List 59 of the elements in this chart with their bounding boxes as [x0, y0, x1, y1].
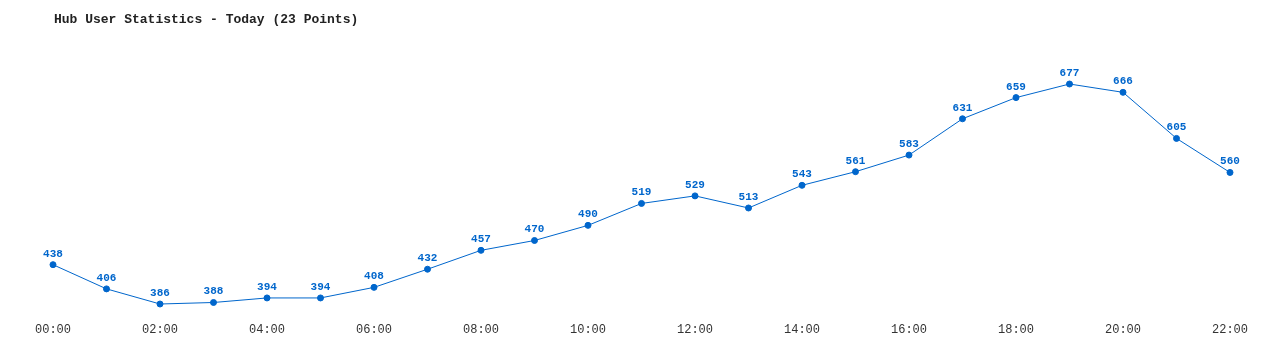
point: [1173, 134, 1180, 142]
data-label: 513: [738, 190, 759, 203]
point: [103, 285, 110, 293]
data-label: 659: [1006, 80, 1026, 93]
data-label: 386: [150, 287, 170, 299]
data-label: 560: [1220, 155, 1240, 168]
x-tick-label: 04:00: [248, 322, 286, 337]
x-tick-label: 20:00: [1104, 322, 1142, 337]
x-tick-label: 10:00: [569, 322, 607, 337]
data-label: 432: [417, 252, 438, 265]
data-label: 561: [845, 154, 866, 167]
x-tick-label: 22:00: [1211, 322, 1249, 337]
data-label: 394: [257, 280, 278, 293]
x-tick-label: 02:00: [141, 322, 179, 337]
point: [745, 204, 752, 212]
data-label: 394: [310, 280, 331, 293]
data-label: 470: [524, 223, 545, 236]
x-tick-label: 08:00: [462, 322, 500, 337]
point: [531, 237, 538, 244]
point: [424, 265, 431, 273]
point: [1119, 88, 1127, 96]
data-label: 457: [471, 233, 491, 246]
point: [905, 151, 913, 159]
point: [317, 294, 324, 302]
data-label: 677: [1059, 67, 1080, 79]
x-tick-label: 06:00: [355, 322, 393, 337]
point: [798, 181, 806, 189]
x-tick-label: 18:00: [997, 322, 1035, 337]
data-label: 583: [899, 138, 920, 151]
point: [691, 192, 699, 200]
x-tick-label: 16:00: [890, 322, 928, 337]
data-label: 438: [43, 247, 64, 260]
data-label: 631: [952, 101, 973, 114]
point: [638, 199, 645, 207]
point: [263, 294, 271, 302]
data-label: 605: [1166, 121, 1187, 134]
point: [210, 298, 217, 306]
point: [584, 221, 592, 229]
point: [156, 300, 164, 308]
data-label: 543: [792, 168, 813, 181]
point: [477, 246, 485, 254]
data-label: 388: [203, 285, 224, 298]
point: [1066, 80, 1073, 88]
point: [959, 115, 966, 123]
x-tick-label: 00:00: [34, 322, 72, 337]
chart-title: Hub User Statistics - Today (23 Points): [53, 11, 360, 29]
point: [1012, 94, 1020, 102]
point: [49, 261, 57, 269]
data-label: 666: [1113, 75, 1133, 88]
x-tick-label: 14:00: [783, 322, 821, 337]
data-label: 519: [631, 186, 652, 199]
point: [852, 168, 859, 176]
data-label: 406: [96, 271, 117, 284]
data-label: 490: [578, 208, 598, 221]
data-label: 529: [685, 178, 705, 191]
data-label: 408: [364, 270, 385, 283]
point: [370, 283, 378, 291]
point: [1226, 168, 1234, 176]
x-tick-label: 12:00: [676, 322, 714, 337]
